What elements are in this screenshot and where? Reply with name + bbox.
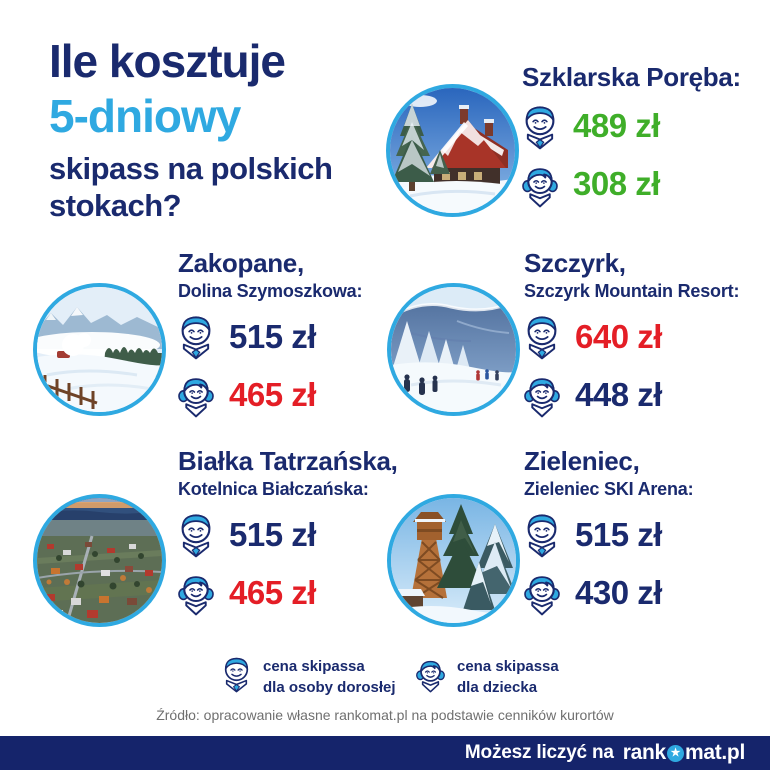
mountain-walkers-scene xyxy=(391,287,516,412)
resort-photo-szczyrk xyxy=(387,283,520,416)
adult-price: 515 zł xyxy=(575,515,662,553)
lookout-tower-scene xyxy=(391,498,516,623)
child-face-icon xyxy=(522,161,558,208)
resort-subtitle: Szczyrk Mountain Resort: xyxy=(524,281,740,302)
snowy-valley-scene xyxy=(37,287,162,412)
wooden-tower xyxy=(411,512,447,599)
snowy-spruce xyxy=(392,104,434,191)
adult-price: 489 zł xyxy=(573,107,660,145)
title-line-1: Ile kosztuje xyxy=(49,35,286,87)
legend-child-label: cena skipassa dla dziecka xyxy=(457,658,559,696)
child-face-icon xyxy=(416,655,445,693)
adult-price-row: 515 zł xyxy=(524,511,693,559)
footer-tagline: Możesz liczyć na xyxy=(464,742,614,763)
footer-bar: Możesz liczyć na rank ★ mat.pl xyxy=(0,736,770,770)
child-price: 308 zł xyxy=(573,165,660,203)
child-price-row: 465 zł xyxy=(178,569,398,617)
resort-photo-bialka-tatrzanska xyxy=(33,494,166,627)
child-price-row: 430 zł xyxy=(524,569,693,617)
adult-price: 515 zł xyxy=(229,317,316,355)
child-face-icon xyxy=(178,569,214,616)
adult-price: 640 zł xyxy=(575,317,662,355)
source-note: Źródło: opracowanie własne rankomat.pl n… xyxy=(156,707,614,723)
resort-photo-zieleniec xyxy=(387,494,520,627)
resort-name: Białka Tatrzańska, xyxy=(178,446,398,476)
title-line-2-highlight: 5-dniowy xyxy=(49,90,241,143)
village-houses xyxy=(45,542,153,618)
child-face-icon xyxy=(524,569,560,616)
resort-photo-szklarska-poreba xyxy=(386,84,519,217)
adult-price-row: 489 zł xyxy=(522,102,741,150)
child-face-icon xyxy=(178,371,214,418)
adult-face-icon xyxy=(222,655,251,693)
child-price-row: 308 zł xyxy=(522,160,741,208)
legend-adult: cena skipassa dla osoby dorosłej xyxy=(222,652,396,698)
resort-subtitle: Kotelnica Białczańska: xyxy=(178,479,369,500)
resort-name: Zieleniec, xyxy=(524,446,640,476)
legend-adult-label: cena skipassa dla osoby dorosłej xyxy=(263,658,396,696)
adult-face-icon xyxy=(178,511,214,558)
child-price: 448 zł xyxy=(575,375,662,413)
child-face-icon xyxy=(524,371,560,418)
child-price: 465 zł xyxy=(229,375,316,413)
child-price-row: 448 zł xyxy=(524,371,739,419)
snowy-spruces xyxy=(463,524,516,610)
star-icon: ★ xyxy=(666,744,684,762)
aerial-village-scene xyxy=(37,498,162,623)
rankomat-logo: rank ★ mat.pl xyxy=(622,741,746,764)
adult-price-row: 640 zł xyxy=(524,313,739,361)
village-trees xyxy=(56,551,144,590)
legend-child: cena skipassa dla dziecka xyxy=(416,652,559,698)
resort-name: Zakopane, xyxy=(178,248,304,278)
adult-face-icon xyxy=(178,313,214,360)
walking-people xyxy=(404,374,438,395)
child-price-row: 465 zł xyxy=(178,371,362,419)
title-line-3: skipass na polskich stokach? xyxy=(49,151,333,223)
adult-face-icon xyxy=(524,313,560,360)
adult-face-icon xyxy=(524,511,560,558)
resort-subtitle: Dolina Szymoszkowa: xyxy=(178,281,363,302)
child-price: 430 zł xyxy=(575,573,662,611)
adult-price: 515 zł xyxy=(229,515,316,553)
adult-price-row: 515 zł xyxy=(178,313,362,361)
resort-name: Szklarska Poręba: xyxy=(522,62,741,92)
resort-name: Szczyrk, xyxy=(524,248,626,278)
title-block: Ile kosztuje 5-dniowy skipass na polskic… xyxy=(49,34,384,225)
adult-face-icon xyxy=(522,103,558,150)
adult-price-row: 515 zł xyxy=(178,511,398,559)
resort-subtitle: Zieleniec SKI Arena: xyxy=(524,479,694,500)
resort-photo-zakopane xyxy=(33,283,166,416)
child-price: 465 zł xyxy=(229,573,316,611)
snowy-house-scene xyxy=(390,88,515,213)
